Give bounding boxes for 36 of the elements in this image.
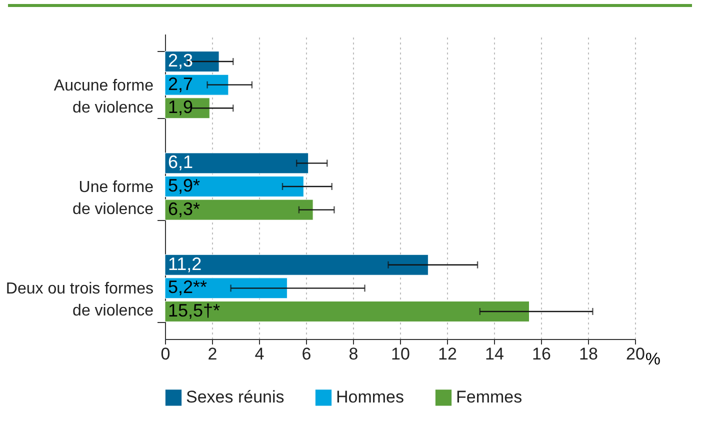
data-label: 1,9	[168, 97, 194, 118]
bar	[164, 300, 530, 322]
y-tick-label: Une forme de violence	[72, 179, 154, 218]
bar	[164, 278, 288, 299]
legend-label: Femmes	[456, 388, 522, 407]
x-axis-title: %	[645, 350, 660, 368]
data-label: 2,7	[168, 74, 194, 94]
x-tick-label: 10	[391, 344, 410, 364]
y-tick-label: Deux ou trois formes de violence	[6, 280, 154, 320]
legend-label: Sexes réunis	[186, 388, 284, 407]
x-tick-label: 14	[485, 344, 504, 364]
data-label: 11,2	[168, 254, 202, 274]
x-tick-label: 0	[160, 344, 170, 364]
x-tick-label: 18	[579, 344, 598, 364]
legend-label: Hommes	[336, 388, 404, 407]
bar	[164, 254, 428, 276]
bar	[164, 176, 304, 197]
data-label: 15,5†*	[168, 300, 220, 320]
data-label: 5,2**	[168, 277, 208, 298]
x-tick-label: 4	[254, 344, 264, 364]
x-tick-label: 8	[348, 344, 358, 364]
data-label: 5,9*	[168, 176, 200, 196]
x-tick-label: 16	[532, 344, 551, 364]
y-tick-label: Aucune forme de violence	[54, 77, 154, 116]
bar	[164, 74, 229, 96]
data-label: 6,3*	[168, 198, 200, 219]
x-tick-label: 20	[626, 344, 645, 364]
bar	[164, 199, 314, 220]
bar	[164, 51, 220, 72]
bar	[164, 98, 210, 119]
bar	[164, 152, 309, 174]
x-tick-label: 2	[208, 344, 218, 364]
data-label: 6,1	[168, 152, 194, 172]
x-tick-label: 6	[302, 344, 312, 364]
x-tick-label: 12	[438, 344, 457, 364]
data-label: 2,3	[168, 50, 194, 71]
